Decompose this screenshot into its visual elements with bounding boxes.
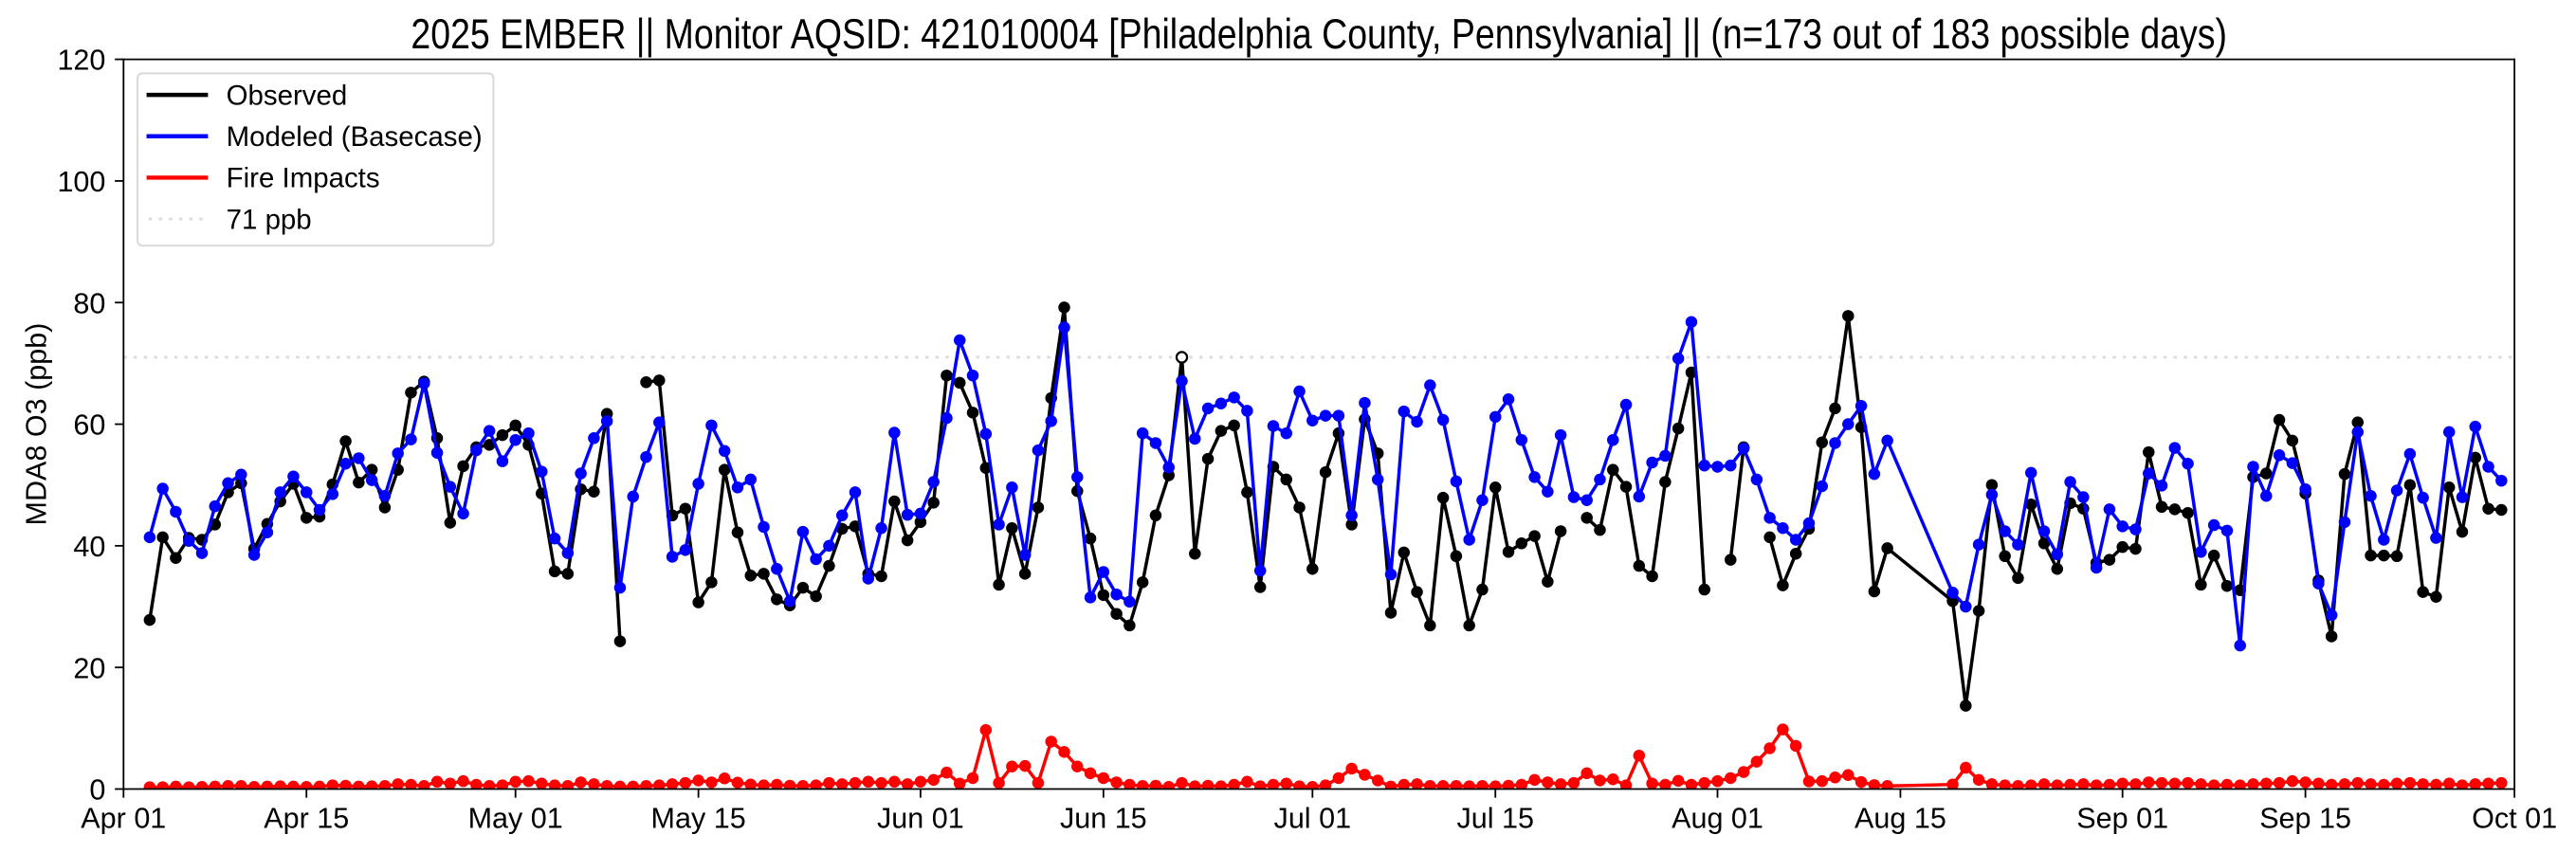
svg-text:100: 100 <box>57 166 105 198</box>
svg-text:Modeled (Basecase): Modeled (Basecase) <box>227 121 483 153</box>
svg-text:80: 80 <box>73 287 105 319</box>
svg-text:71 ppb: 71 ppb <box>227 204 312 235</box>
svg-text:20: 20 <box>73 652 105 684</box>
svg-text:Jul 01: Jul 01 <box>1274 803 1352 835</box>
svg-text:60: 60 <box>73 409 105 442</box>
svg-text:Aug 01: Aug 01 <box>1672 803 1763 835</box>
svg-text:Apr 15: Apr 15 <box>264 803 349 835</box>
svg-text:Sep 15: Sep 15 <box>2259 803 2351 835</box>
svg-text:MDA8 O3 (ppb): MDA8 O3 (ppb) <box>21 323 53 526</box>
svg-text:Aug 15: Aug 15 <box>1854 803 1946 835</box>
svg-text:Observed: Observed <box>227 80 348 111</box>
svg-text:Jul 15: Jul 15 <box>1456 803 1534 835</box>
svg-text:May 01: May 01 <box>468 803 563 835</box>
svg-text:Jun 01: Jun 01 <box>877 803 964 835</box>
svg-text:Sep 01: Sep 01 <box>2076 803 2168 835</box>
svg-text:Fire Impacts: Fire Impacts <box>227 163 380 194</box>
svg-text:Apr 01: Apr 01 <box>81 803 166 835</box>
svg-text:May 15: May 15 <box>651 803 746 835</box>
svg-text:2025 EMBER || Monitor AQSID: 4: 2025 EMBER || Monitor AQSID: 421010004 [… <box>411 11 2227 58</box>
svg-text:0: 0 <box>89 774 105 807</box>
svg-text:Jun 15: Jun 15 <box>1060 803 1147 835</box>
svg-text:Oct 01: Oct 01 <box>2472 803 2557 835</box>
svg-text:40: 40 <box>73 531 105 563</box>
svg-text:120: 120 <box>57 45 105 77</box>
